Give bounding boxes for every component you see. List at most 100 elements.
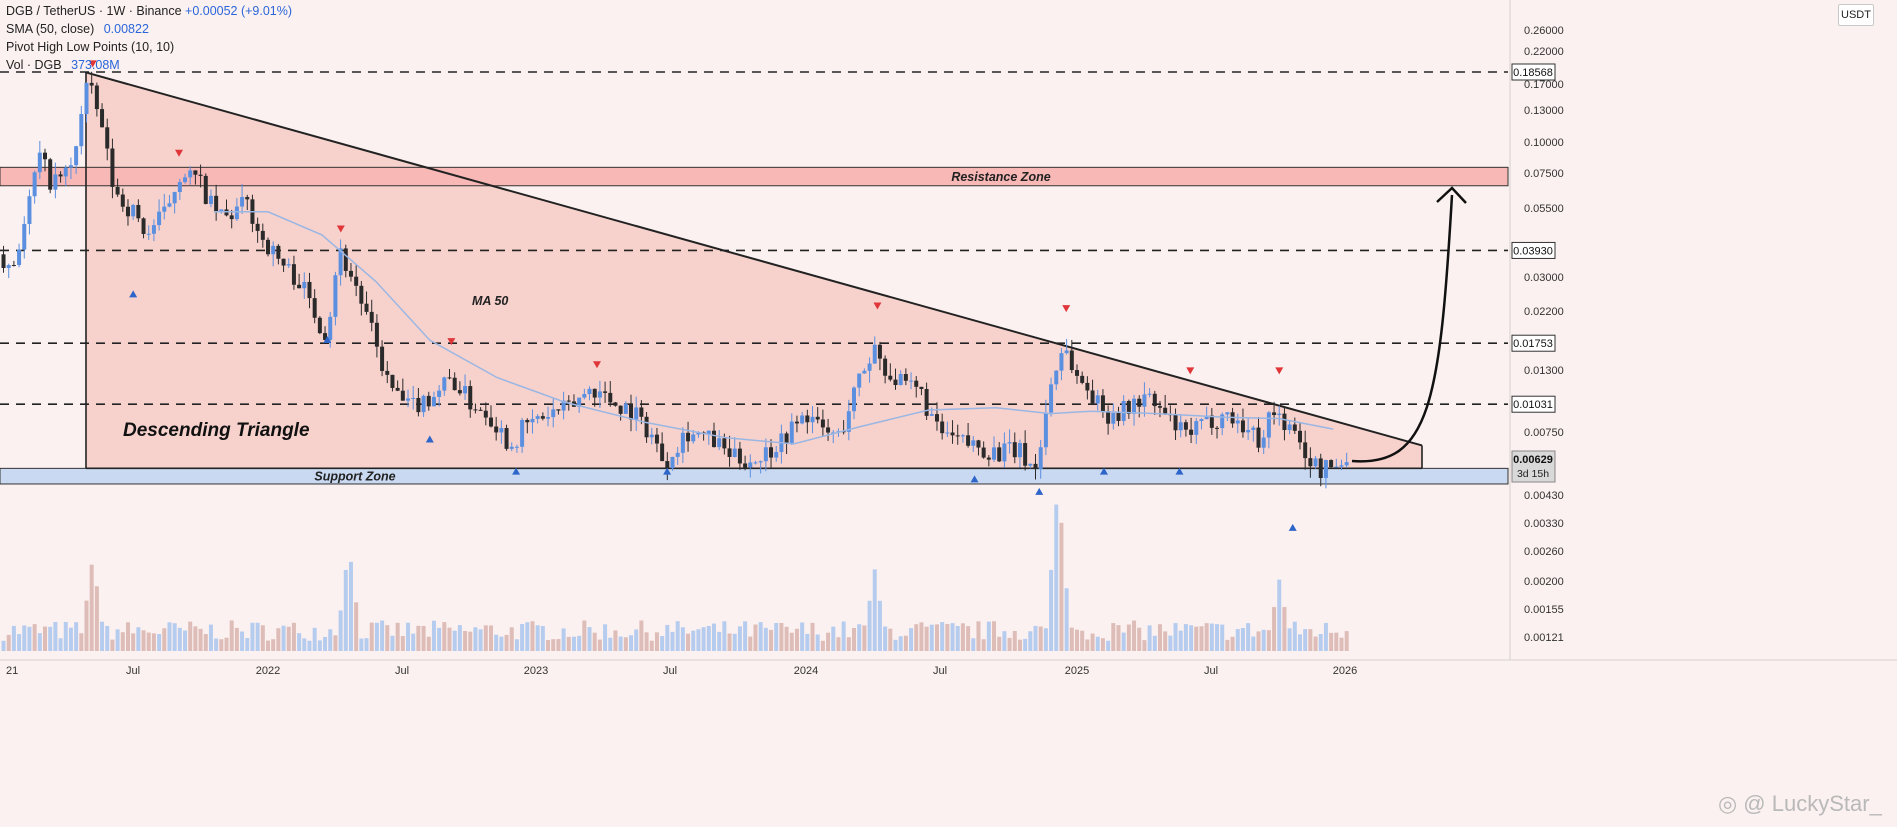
candle-body <box>323 333 328 340</box>
volume-label[interactable]: Vol · DGB <box>6 58 62 72</box>
candle-body <box>919 386 924 389</box>
candle-body <box>737 448 742 464</box>
volume-bar <box>291 622 296 651</box>
pivot-high-marker <box>175 149 184 157</box>
volume-bar <box>660 636 665 651</box>
candle-body <box>1038 447 1043 470</box>
current-price-text: 0.00629 <box>1513 454 1553 466</box>
volume-bar <box>354 602 359 651</box>
volume-bar <box>883 626 888 651</box>
y-tick-label: 0.13000 <box>1524 105 1564 117</box>
volume-bar <box>597 639 602 651</box>
candle-body <box>463 386 468 394</box>
candle-body <box>924 388 929 416</box>
currency-badge[interactable]: USDT <box>1838 4 1874 26</box>
volume-bar <box>789 632 794 651</box>
projection-arrowhead <box>1436 186 1467 204</box>
price-label-box <box>1511 334 1556 352</box>
volume-bar <box>862 625 867 651</box>
volume-bar <box>1334 632 1339 651</box>
candle-body <box>416 397 421 413</box>
volume-bar <box>131 633 136 651</box>
volume-bar <box>488 625 493 651</box>
volume-bar <box>867 600 872 651</box>
candle-body <box>1308 458 1313 467</box>
volume-bar <box>748 636 753 651</box>
candle-body <box>546 417 551 419</box>
candle-body <box>146 233 151 235</box>
candle-body <box>971 440 976 446</box>
candle-body <box>338 248 343 276</box>
volume-bar <box>1132 620 1137 651</box>
candle-body <box>867 363 872 371</box>
volume-bar <box>364 638 369 651</box>
candle-body <box>1183 422 1188 430</box>
candle-body <box>214 195 219 213</box>
volume-bar <box>1230 636 1235 651</box>
pivot-low-marker <box>663 467 672 475</box>
candle-body <box>1318 458 1323 478</box>
x-tick-label: 2025 <box>1065 665 1089 677</box>
volume-bar <box>535 625 540 651</box>
pivot-label[interactable]: Pivot High Low Points (10, 10) <box>6 40 175 54</box>
candle-body <box>520 419 525 447</box>
candle-body <box>131 204 136 217</box>
candle-body <box>266 239 270 255</box>
candle-body <box>1132 398 1137 414</box>
candle-body <box>1043 412 1048 448</box>
pivot-high-marker <box>336 225 345 233</box>
candle-body <box>1152 393 1157 407</box>
pivot-high-marker <box>447 338 456 346</box>
candle-body <box>872 344 877 364</box>
volume-bar <box>629 635 634 651</box>
candle-body <box>105 127 110 149</box>
candle-body <box>1069 350 1074 371</box>
candle-body <box>1189 429 1194 435</box>
volume-bar <box>328 629 333 651</box>
candle-body <box>68 165 73 168</box>
volume-bar <box>743 621 748 651</box>
x-tick-label: 2022 <box>256 665 280 677</box>
volume-bar <box>1303 629 1308 651</box>
volume-bar <box>919 622 924 651</box>
candle-body <box>1106 411 1111 424</box>
volume-bar <box>1256 631 1261 651</box>
volume-bar <box>1075 629 1079 651</box>
volume-bar <box>219 639 224 651</box>
candle-body <box>613 402 618 406</box>
volume-bar <box>442 622 447 651</box>
candle-body <box>1344 462 1349 466</box>
candle-body <box>639 407 644 417</box>
pivot-low-marker <box>1175 467 1184 475</box>
volume-bar <box>208 624 213 651</box>
volume-bar <box>644 632 649 651</box>
candle-body <box>743 463 748 468</box>
volume-bar <box>1344 631 1349 651</box>
candle-body <box>934 414 939 422</box>
watermark-text: ◎ @ LuckyStar_ <box>1718 791 1882 816</box>
candle-body <box>494 426 499 433</box>
symbol-line[interactable]: DGB / TetherUS · 1W · Binance <box>6 4 182 18</box>
candle-body <box>167 203 172 207</box>
candle-body <box>1064 350 1069 354</box>
sma-label[interactable]: SMA (50, close) <box>6 22 95 36</box>
candle-body <box>229 215 234 220</box>
candle-body <box>100 109 105 128</box>
candle-body <box>281 258 286 266</box>
candle-body <box>1012 442 1017 458</box>
candle-body <box>789 421 794 444</box>
volume-bar <box>177 627 182 651</box>
candle-body <box>535 416 540 419</box>
candle-body <box>1194 421 1199 435</box>
candle-body <box>1100 395 1105 412</box>
annotation-ma50: MA 50 <box>472 294 508 308</box>
candle-body <box>286 264 291 266</box>
volume-bar <box>58 638 63 651</box>
volume-bar <box>245 637 250 651</box>
candle-body <box>1292 424 1297 431</box>
volume-bar <box>986 621 991 651</box>
candle-body <box>732 448 737 457</box>
volume-bar <box>1100 638 1105 651</box>
y-tick-label: 0.01300 <box>1524 365 1564 377</box>
